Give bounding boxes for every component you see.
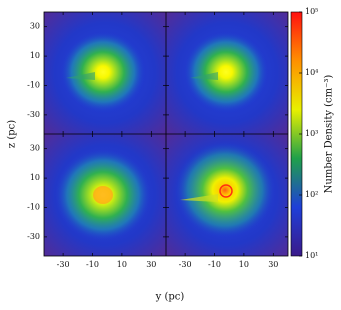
- x-tick-label: -10: [86, 260, 99, 269]
- colorbar-tick-label: 10⁴: [305, 68, 318, 77]
- y-tick-label: 30: [30, 144, 40, 153]
- y-tick-label: 30: [30, 22, 40, 31]
- colorbar-tick-label: 10¹: [305, 251, 318, 260]
- x-tick-label: -30: [57, 260, 70, 269]
- y-tick-label: -30: [27, 232, 40, 241]
- x-tick-label: -30: [179, 260, 192, 269]
- x-tick-label: 10: [239, 260, 249, 269]
- colorbar-label: Number Density (cm⁻³): [324, 75, 335, 194]
- y-tick-label: 10: [30, 173, 40, 182]
- x-tick-label: -10: [208, 260, 221, 269]
- y-tick-label: 10: [30, 51, 40, 60]
- panel-images: [44, 12, 288, 256]
- y-tick-label: -30: [27, 110, 40, 119]
- x-tick-label: 10: [117, 260, 127, 269]
- colorbar-tick-label: 10²: [305, 190, 318, 199]
- x-tick-label: 30: [146, 260, 156, 269]
- x-tick-label: 30: [268, 260, 278, 269]
- colorbar-tick-label: 10⁵: [305, 7, 318, 16]
- panel-frames: [43, 11, 289, 257]
- y-tick-label: -10: [27, 202, 40, 211]
- x-axis-label: y (pc): [155, 292, 185, 303]
- y-tick-label: -10: [27, 80, 40, 89]
- y-axis-label: z (pc): [7, 120, 18, 148]
- colorbar-tick-label: 10³: [305, 129, 318, 138]
